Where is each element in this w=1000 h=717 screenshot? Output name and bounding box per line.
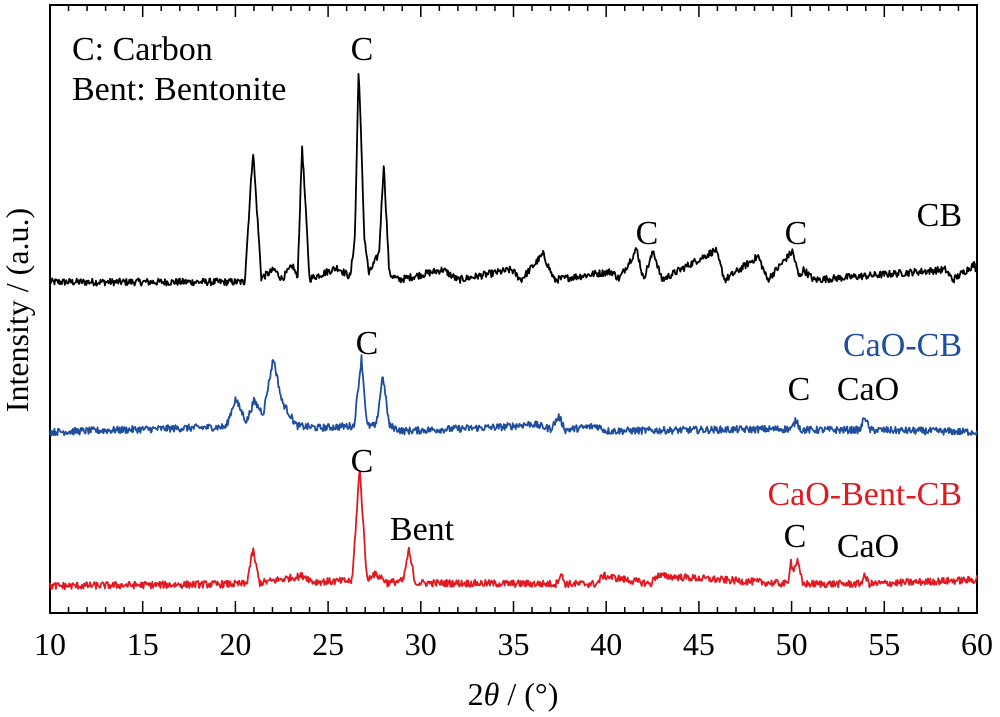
peak-label-cb-c-26: C	[351, 31, 374, 68]
x-tick-label-10: 10	[34, 626, 66, 662]
x-tick-label-55: 55	[868, 626, 900, 662]
x-tick-label-60: 60	[961, 626, 993, 662]
peak-label-caobentcb-cao: CaO	[837, 528, 899, 565]
x-tick-label-45: 45	[683, 626, 715, 662]
peak-label-caocb-c-26: C	[356, 325, 379, 362]
peak-label-caobentcb-c-50: C	[784, 518, 807, 555]
peak-label-cb-c-42: C	[636, 215, 659, 252]
x-tick-label-25: 25	[312, 626, 344, 662]
peak-label-caobentcb-c-26: C	[351, 443, 374, 480]
x-axis-label-prefix: 2	[468, 676, 484, 712]
x-tick-label-40: 40	[590, 626, 622, 662]
y-axis-label: Intensity / (a.u.)	[0, 208, 35, 412]
peak-label-cb-c-50: C	[785, 215, 808, 252]
series-line-cb	[49, 73, 978, 287]
x-axis-label-suffix: / (°)	[499, 676, 558, 712]
legend-note-bentonite: Bent: Bentonite	[72, 71, 286, 108]
series-label-cao-cb: CaO-CB	[843, 327, 962, 364]
legend-note-carbon: C: Carbon	[72, 31, 213, 68]
x-axis-label: 2θ / (°)	[468, 676, 559, 712]
peak-label-caocb-cao: CaO	[837, 371, 899, 408]
x-tick-label-20: 20	[219, 626, 251, 662]
peak-label-caocb-c-50: C	[788, 371, 811, 408]
peak-label-caobentcb-bent: Bent	[390, 511, 455, 548]
x-axis-ticks: 10 15 20 25 30 35 40 45 50 55 60	[34, 5, 993, 662]
series-group	[49, 73, 978, 591]
x-tick-label-35: 35	[498, 626, 530, 662]
x-tick-label-30: 30	[405, 626, 437, 662]
series-line-cao-bent-cb	[49, 470, 978, 591]
x-tick-label-15: 15	[127, 626, 159, 662]
series-label-cao-bent-cb: CaO-Bent-CB	[767, 476, 962, 513]
x-tick-label-50: 50	[776, 626, 808, 662]
x-axis-label-theta: θ	[484, 676, 500, 712]
series-line-cao-cb	[49, 354, 978, 437]
series-label-cb: CB	[917, 197, 962, 234]
